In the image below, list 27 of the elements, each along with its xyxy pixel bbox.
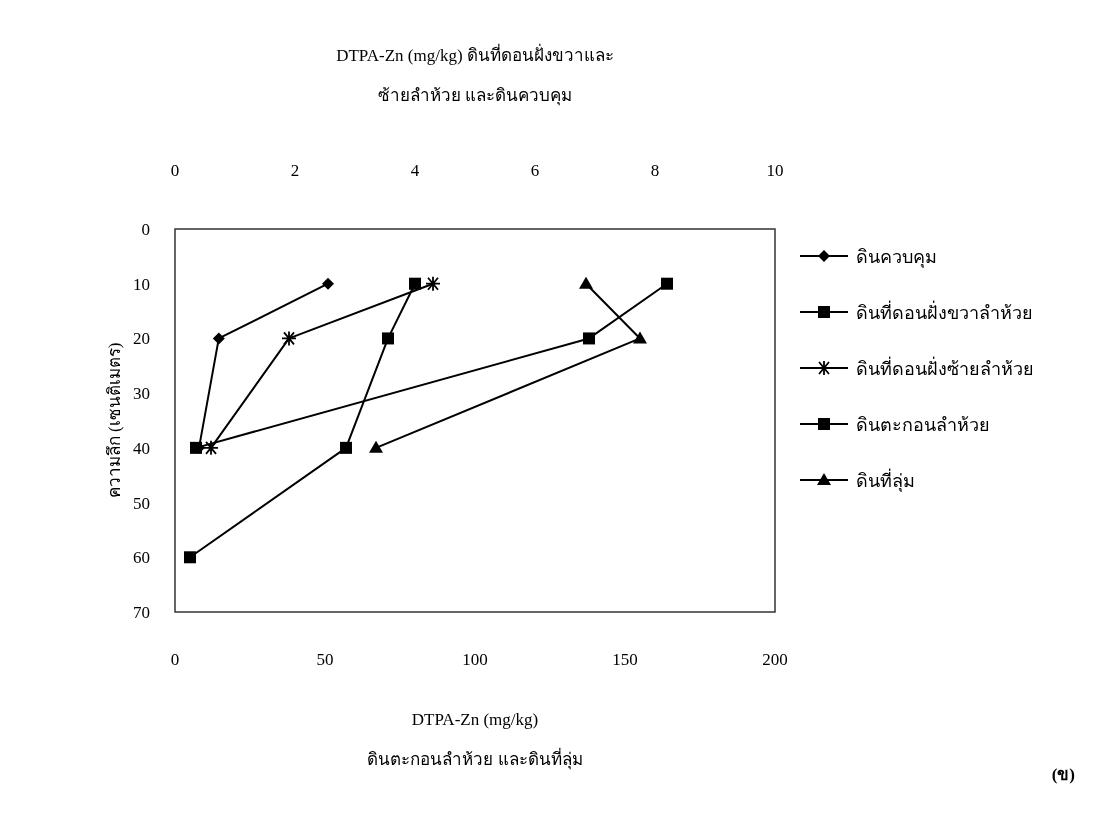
text: DTPA-Zn (mg/kg) ดินตะกอนลำห้วย และดินที่ลุ่ม (367, 710, 583, 769)
y-tick-label: 70 (133, 603, 150, 622)
x2-tick-label: 8 (650, 161, 660, 180)
x2-tick-label: 6 (530, 161, 540, 180)
legend-label: ดินที่ลุ่ม (856, 468, 915, 492)
y-tick-label: 30 (133, 384, 150, 404)
y-tick-label: 50 (133, 493, 150, 513)
x-tick-label: 50 (316, 650, 334, 669)
y-tick-label: 20 (133, 329, 150, 349)
x-tick-label: 100 (462, 650, 488, 669)
y-tick-label: 40 (133, 438, 150, 458)
legend-label: ดินที่ดอนฝั่งซ้ายลำห้วย (856, 356, 1034, 379)
legend-label: ดินที่ดอนฝั่งขวาลำห้วย (856, 300, 1033, 323)
x2-tick-label: 10 (766, 161, 784, 180)
legend-label: ดินควบคุม (856, 247, 937, 268)
x2-tick-label: 4 (410, 161, 420, 180)
y-tick-label: 60 (133, 548, 150, 568)
text: (ข) (1051, 765, 1075, 784)
x-tick-label: 150 (612, 650, 638, 669)
x-tick-label: 0 (170, 650, 180, 669)
y-tick-label: 10 (133, 274, 150, 294)
x2-tick-label: 2 (290, 161, 300, 180)
y-axis-title: ความลึก (เซนติเมตร) (105, 342, 124, 499)
x-tick-label: 200 (762, 650, 788, 669)
legend-label: ดินตะกอนลำห้วย (856, 415, 990, 435)
y-tick-label: 0 (141, 220, 150, 239)
x2-tick-label: 0 (170, 161, 180, 180)
